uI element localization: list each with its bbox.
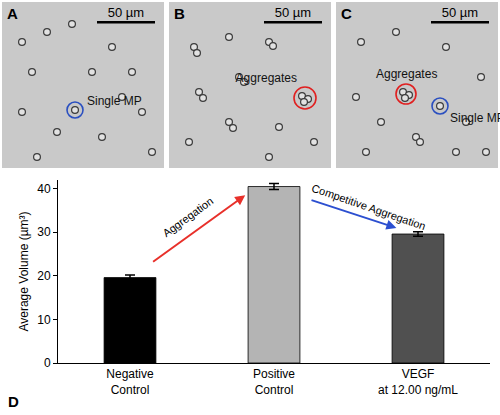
svg-text:0: 0 (44, 356, 51, 370)
svg-text:Average Volume (µm³): Average Volume (µm³) (17, 211, 31, 331)
svg-text:Aggregation: Aggregation (160, 195, 215, 240)
svg-text:Aggregates: Aggregates (376, 67, 437, 81)
svg-text:50 µm: 50 µm (108, 5, 144, 20)
svg-text:B: B (174, 5, 185, 22)
svg-text:30: 30 (37, 225, 51, 239)
svg-text:PositiveControl: PositiveControl (253, 367, 295, 397)
svg-text:Competitive Aggregation: Competitive Aggregation (310, 182, 427, 232)
svg-text:50 µm: 50 µm (275, 5, 311, 20)
svg-text:D: D (8, 393, 19, 410)
svg-text:Single MP: Single MP (87, 94, 142, 108)
svg-text:Aggregates: Aggregates (236, 71, 297, 85)
svg-text:C: C (341, 5, 352, 22)
svg-text:20: 20 (37, 269, 51, 283)
svg-text:Single MP: Single MP (450, 111, 500, 125)
svg-text:NegativeControl: NegativeControl (106, 367, 154, 397)
svg-text:50 µm: 50 µm (442, 5, 478, 20)
svg-text:VEGFat 12.00 ng/mL: VEGFat 12.00 ng/mL (378, 367, 458, 397)
svg-text:A: A (7, 5, 18, 22)
svg-text:40: 40 (37, 182, 51, 196)
svg-text:10: 10 (37, 313, 51, 327)
